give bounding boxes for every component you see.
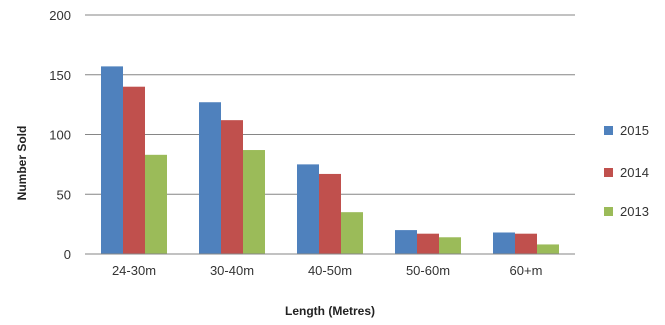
bars (101, 66, 559, 254)
legend: 2015 2014 2013 (604, 123, 649, 219)
bar-2015-40-50m (297, 164, 319, 254)
y-tick-label: 50 (57, 187, 71, 202)
y-tick-label: 100 (49, 128, 71, 143)
bar-2014-30-40m (221, 120, 243, 254)
y-tick-label: 200 (49, 8, 71, 23)
legend-swatch (604, 126, 613, 135)
x-tick-label: 30-40m (210, 263, 254, 278)
x-axis-title: Length (Metres) (285, 304, 375, 318)
y-tick-label: 150 (49, 68, 71, 83)
bar-2013-60+m (537, 244, 559, 254)
bar-2013-30-40m (243, 150, 265, 254)
y-axis-ticks: 0 50 100 150 200 (49, 8, 71, 262)
bar-2013-24-30m (145, 154, 167, 254)
y-axis-title: Number Sold (15, 126, 29, 201)
bar-2015-30-40m (199, 102, 221, 254)
x-axis-ticks: 24-30m 30-40m 40-50m 50-60m 60+m (112, 263, 542, 278)
bar-2014-60+m (515, 233, 537, 254)
x-tick-label: 40-50m (308, 263, 352, 278)
x-tick-label: 24-30m (112, 263, 156, 278)
x-tick-label: 60+m (510, 263, 543, 278)
legend-swatch (604, 168, 613, 177)
bar-2015-60+m (493, 232, 515, 254)
bar-2015-50-60m (395, 230, 417, 254)
bar-2014-24-30m (123, 86, 145, 254)
x-tick-label: 50-60m (406, 263, 450, 278)
legend-swatch (604, 207, 613, 216)
bar-2014-40-50m (319, 173, 341, 254)
bar-2014-50-60m (417, 233, 439, 254)
legend-label: 2013 (620, 204, 649, 219)
bar-2013-40-50m (341, 212, 363, 254)
bar-2013-50-60m (439, 237, 461, 254)
legend-label: 2015 (620, 123, 649, 138)
y-tick-label: 0 (64, 247, 71, 262)
legend-label: 2014 (620, 165, 649, 180)
bar-2015-24-30m (101, 66, 123, 254)
